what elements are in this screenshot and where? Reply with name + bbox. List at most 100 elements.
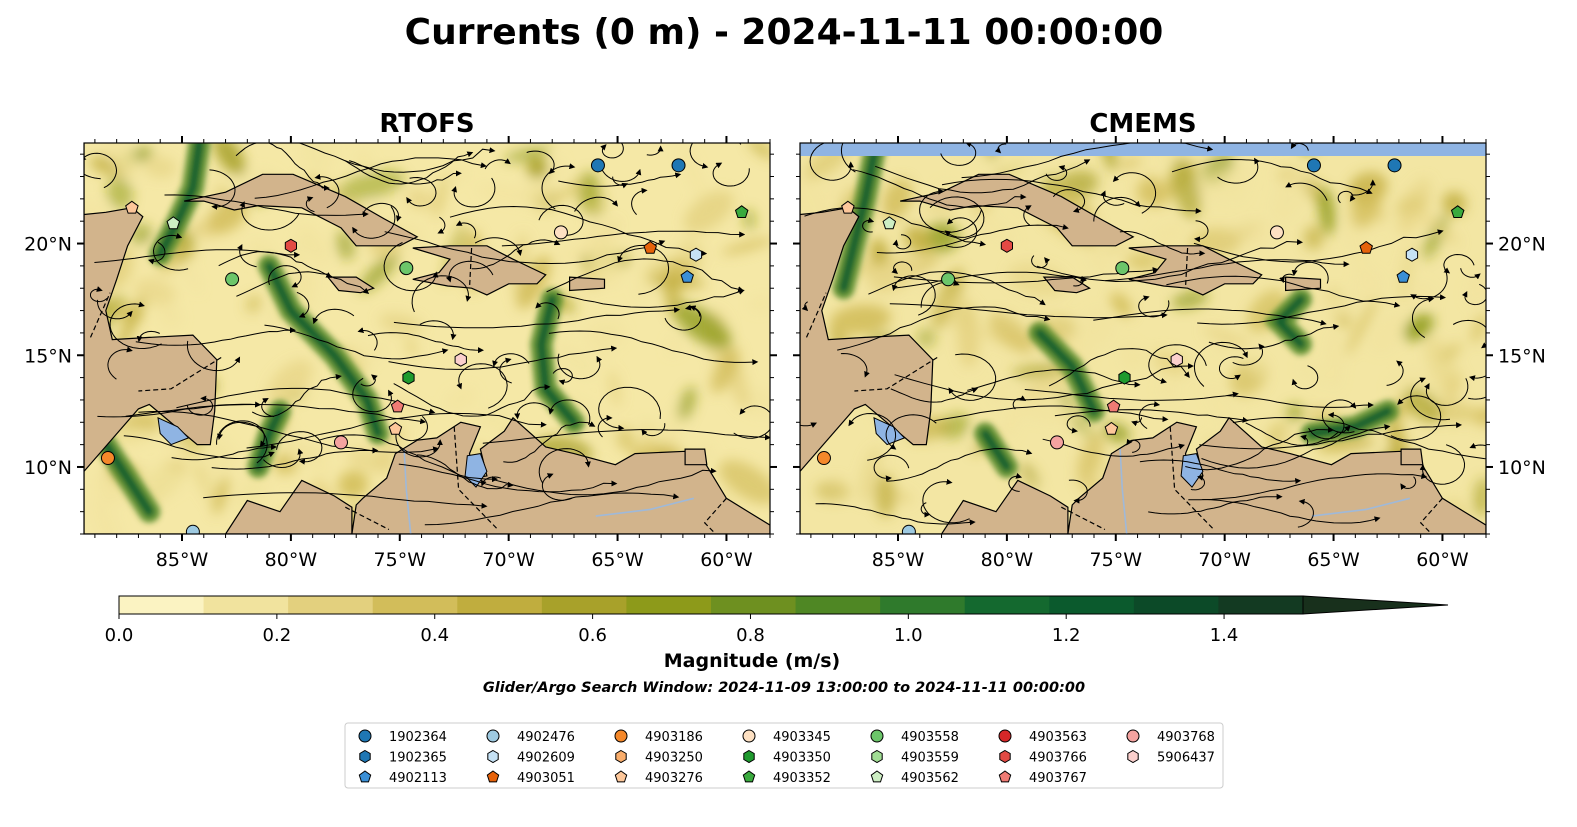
speed-patch <box>1116 157 1142 169</box>
streamline <box>548 330 759 366</box>
streamline <box>216 420 266 448</box>
legend-label: 4902476 <box>517 730 575 745</box>
speed-patch <box>1076 432 1104 487</box>
legend-item: 4903250 <box>615 749 703 766</box>
streamline <box>1199 422 1463 450</box>
streamline <box>484 158 511 170</box>
country-border <box>453 426 499 530</box>
streamline <box>1054 409 1249 423</box>
rtofs-float-markers <box>100 158 749 534</box>
speed-patch <box>1273 172 1306 221</box>
streamline <box>1042 438 1185 457</box>
streamline <box>514 402 552 420</box>
speed-patch <box>988 312 1034 353</box>
colorbar-bins <box>119 596 1304 614</box>
speed-patch <box>94 475 122 505</box>
streamline <box>1188 473 1428 501</box>
streamline <box>1045 165 1068 181</box>
streamline <box>1297 498 1314 528</box>
land-mass <box>1285 276 1322 292</box>
streamline <box>235 143 330 191</box>
speed-patch <box>678 386 697 421</box>
legend-marker-5906437 <box>1127 749 1139 764</box>
float-marker-1902364 <box>1306 158 1321 173</box>
speed-patch <box>478 186 533 202</box>
streamline <box>456 363 508 409</box>
streamline <box>84 152 118 189</box>
float-marker-4903767 <box>1106 399 1121 413</box>
streamline <box>298 143 496 173</box>
legend-label: 4903276 <box>645 771 703 786</box>
x-tick-label: 60°W <box>1416 549 1469 571</box>
streamline <box>501 230 746 247</box>
colorbar-bin <box>1218 596 1304 614</box>
streamline <box>1023 205 1032 226</box>
float-marker-4903766 <box>1000 238 1013 253</box>
streamline <box>1036 239 1303 283</box>
speed-patch <box>1001 150 1031 179</box>
streamline <box>641 423 666 437</box>
river <box>595 497 694 517</box>
float-marker-4902113 <box>1396 269 1410 283</box>
streamline <box>1245 422 1351 446</box>
streamline <box>445 260 494 283</box>
streamline <box>1291 365 1319 390</box>
streamline <box>557 353 603 380</box>
x-tick-label: 65°W <box>1307 549 1360 571</box>
colorbar-tick-label: 0.8 <box>736 625 765 646</box>
speed-patch <box>608 370 622 407</box>
streamline <box>1386 360 1404 386</box>
legend-item: 4902609 <box>487 749 575 766</box>
float-marker-5906437 <box>1170 352 1183 367</box>
streamline <box>1185 426 1335 471</box>
streamline <box>236 271 370 297</box>
legend-label: 4903562 <box>901 771 959 786</box>
float-marker-4902476 <box>901 524 916 534</box>
legend-marker-1902364 <box>358 729 372 743</box>
legend-marker-4903766 <box>999 749 1011 764</box>
streamline <box>1202 499 1381 524</box>
streamline <box>892 234 912 250</box>
speed-patch <box>829 304 892 335</box>
x-tick-label: 80°W <box>981 549 1034 571</box>
speed-patch <box>405 339 418 356</box>
streamline <box>357 327 378 351</box>
speed-patch <box>297 225 329 263</box>
speed-patch <box>615 427 636 452</box>
speed-patch <box>913 254 940 274</box>
streamline <box>556 288 745 308</box>
speed-patch <box>1005 403 1020 439</box>
float-marker-4903768 <box>1049 435 1064 450</box>
float-marker-4903350 <box>402 370 415 385</box>
land-mass <box>1042 276 1091 294</box>
float-marker-4903558 <box>399 261 414 276</box>
speed-patch <box>582 169 599 209</box>
streamline <box>875 159 1091 194</box>
speed-patch <box>1470 313 1486 344</box>
y-tick-label: 15°N <box>24 345 72 367</box>
colorbar-bin <box>288 596 374 614</box>
streamline <box>1138 401 1161 430</box>
legend-item: 4903563 <box>998 729 1087 745</box>
float-marker-4903558 <box>1115 261 1130 276</box>
country-border <box>854 356 938 392</box>
legend-item: 4902113 <box>358 770 447 786</box>
legend-marker-4902113 <box>358 770 372 783</box>
speed-patch <box>245 294 262 314</box>
cmems-frame <box>799 142 1487 535</box>
speed-patch <box>1473 477 1486 517</box>
river <box>403 449 412 534</box>
streamline <box>664 305 702 331</box>
streamline <box>1217 157 1260 184</box>
streamline <box>1131 417 1143 427</box>
legend-item: 4903559 <box>871 749 959 766</box>
colorbar-tick-label: 0.2 <box>263 625 292 646</box>
colorbar-bin <box>541 596 628 614</box>
float-marker-5906437 <box>454 352 467 367</box>
streamline <box>1410 377 1451 421</box>
streamline <box>1024 389 1239 401</box>
colorbar-bin <box>203 596 289 614</box>
speed-patch <box>213 143 246 176</box>
speed-patch <box>1171 290 1209 309</box>
legend-label: 4903250 <box>645 751 703 766</box>
